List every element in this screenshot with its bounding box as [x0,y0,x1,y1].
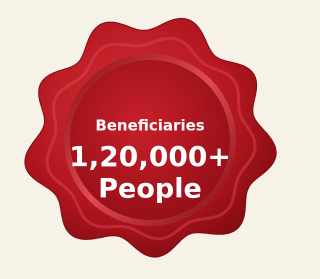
seal-count: 1,20,000+ [69,140,231,173]
seal-unit: People [98,174,202,205]
seal-label: Beneficiaries [95,117,204,135]
seal-graphic: Beneficiaries 1,20,000+ People [0,0,297,279]
